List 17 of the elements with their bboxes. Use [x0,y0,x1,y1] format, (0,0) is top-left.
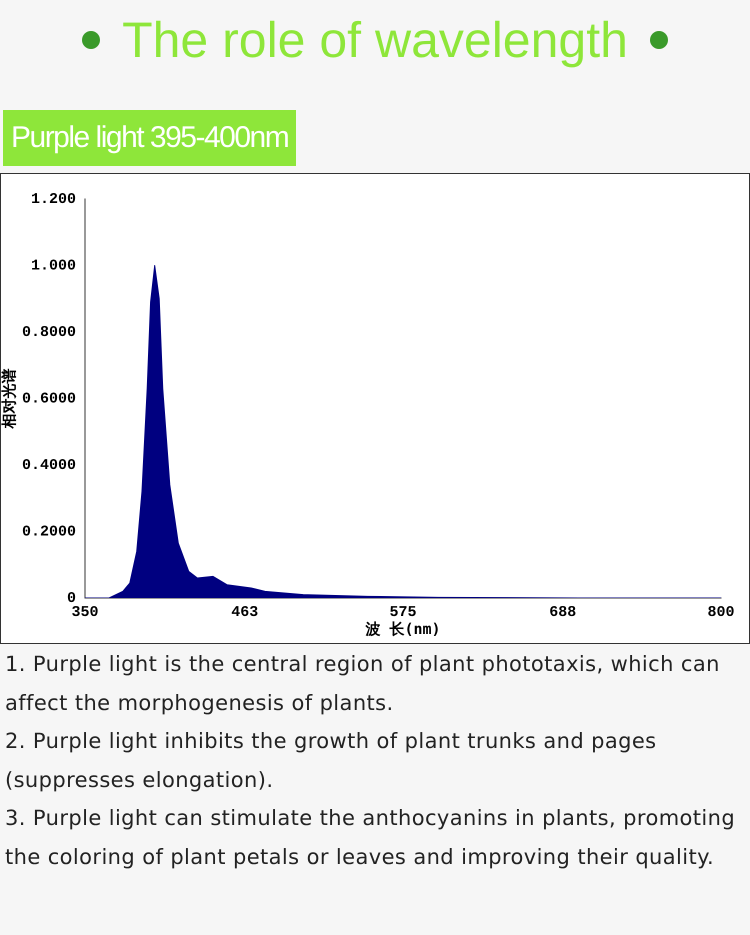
text: 1. Purple light is the central region of plant phototaxis, which can affect the morphogenesis of plants. [5,651,721,716]
x-tick-label: 688 [549,604,576,621]
text: 3. Purple light can stimulate the anthocyanins in plants, promoting the coloring of plant petals or leaves and improving their quality. [5,805,736,870]
y-tick-label: 1.200 [30,190,76,208]
x-tick-label: 463 [231,604,258,621]
y-tick-label: 0.8000 [22,324,76,341]
chart-title: The role of wavelength [122,11,628,69]
y-tick-label: 0.6000 [22,390,76,408]
y-tick-label: 0.2000 [22,523,76,540]
y-axis-title: 相对光谱 [0,368,18,430]
x-tick-label: 800 [707,604,735,621]
x-axis-title: 波 长(nm) [364,620,441,638]
x-tick-label: 575 [389,604,417,621]
y-tick-label: 0.4000 [22,456,76,474]
text: 2. Purple light inhibits the growth of plant trunks and pages (suppresses elongation). [5,728,658,794]
chart-subtitle: Purple light 395-400nm [3,110,296,166]
y-tick-label: 1.000 [30,257,76,274]
